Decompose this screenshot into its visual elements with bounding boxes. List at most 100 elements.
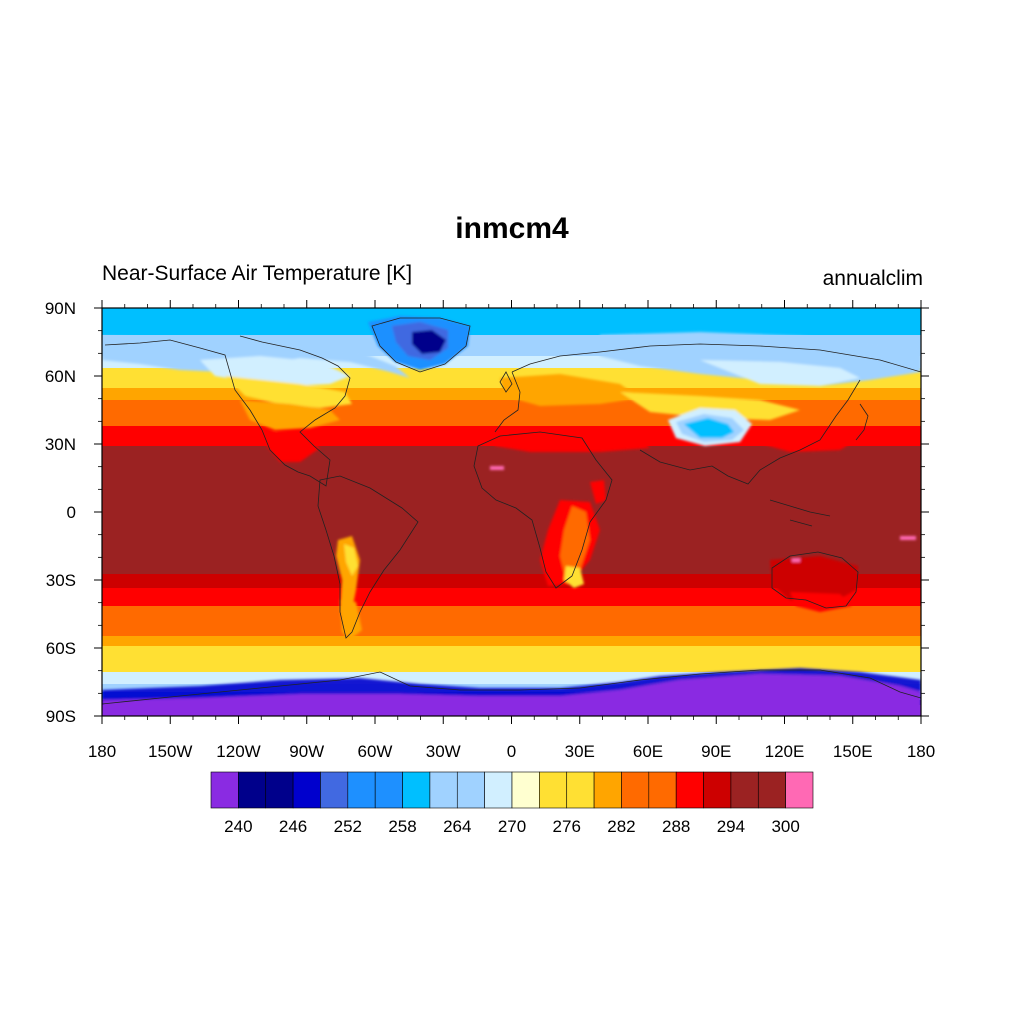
europe-mild <box>500 374 640 406</box>
x-tick-label: 180 <box>907 742 935 761</box>
colorbar-label: 264 <box>443 817 471 836</box>
colorbar-swatch <box>210 771 239 809</box>
colorbar-swatch <box>648 771 677 809</box>
y-tick-label: 30N <box>45 435 76 454</box>
east-africa-cool <box>560 506 590 580</box>
east-asia-warm <box>760 428 860 452</box>
coastline-africa <box>473 431 613 589</box>
colorbar-label: 288 <box>662 817 690 836</box>
y-tick-label: 30S <box>46 571 76 590</box>
x-tick-label: 60W <box>358 742 393 761</box>
band-south-mild <box>102 606 921 638</box>
latitude-axis: 90N 60N 30N 0 30S 60S 90S <box>45 299 929 726</box>
colorbar-swatch <box>456 771 485 809</box>
x-tick-label: 150W <box>148 742 192 761</box>
colorbar-label: 270 <box>498 817 526 836</box>
colorbar-swatch <box>484 771 513 809</box>
longitude-axis: 180 150W 120W 90W 60W 30W 0 30E 60E 90E 120E 150E 18… <box>88 300 935 761</box>
north-africa-hot <box>490 430 650 452</box>
x-tick-label: 180 <box>88 742 116 761</box>
colorbar-swatch <box>539 771 568 809</box>
x-tick-label: 30W <box>426 742 461 761</box>
x-tick-label: 90W <box>289 742 324 761</box>
colorbar-swatch <box>429 771 458 809</box>
colorbar-swatch <box>402 771 431 809</box>
coastline-japan <box>855 403 869 441</box>
x-tick-label: 120W <box>216 742 260 761</box>
colorbar-swatch <box>757 771 786 809</box>
colorbar-swatch <box>675 771 704 809</box>
siberia-interior <box>700 360 860 386</box>
colorbar-swatch <box>292 771 321 809</box>
mexico-warm <box>260 430 320 462</box>
tibet-plateau-core <box>684 418 734 438</box>
coastline-eurasia <box>494 343 921 433</box>
antarctica-interior <box>102 674 921 716</box>
coastline-asia-south <box>639 379 861 485</box>
colorbar-swatch <box>703 771 732 809</box>
colorbar-label: 240 <box>224 817 252 836</box>
warm-pool-spot-3 <box>792 558 800 562</box>
temperature-field <box>102 308 921 716</box>
colorbar-swatch <box>593 771 622 809</box>
y-tick-label: 90S <box>46 707 76 726</box>
colorbar: 240 246 252 258 264 270 276 282 288 294 300 <box>210 771 814 836</box>
coastlines <box>102 317 921 705</box>
plot-title: inmcm4 <box>455 212 569 245</box>
y-tick-label: 60S <box>46 639 76 658</box>
coastline-antarctica <box>102 669 921 705</box>
coastline-south-america <box>317 475 419 639</box>
x-tick-label: 90E <box>701 742 731 761</box>
colorbar-label: 258 <box>388 817 416 836</box>
x-tick-label: 0 <box>507 742 516 761</box>
colorbar-label: 300 <box>771 817 799 836</box>
coastline-australia <box>771 551 859 609</box>
colorbar-label: 294 <box>717 817 745 836</box>
band-south-cool <box>102 636 921 648</box>
coastline-uk <box>499 371 513 393</box>
coastline-greenland <box>371 317 471 373</box>
y-tick-label: 90N <box>45 299 76 318</box>
band-tropics <box>102 446 921 576</box>
colorbar-swatch <box>265 771 294 809</box>
colorbar-swatch <box>511 771 540 809</box>
us-interior <box>240 400 340 430</box>
colorbar-swatch <box>730 771 759 809</box>
band-polar-north <box>102 308 921 336</box>
colorbar-swatch <box>785 771 814 809</box>
greenland-summit <box>412 330 446 354</box>
central-asia <box>620 392 800 420</box>
x-tick-label: 150E <box>833 742 873 761</box>
coastline-north-america <box>104 335 351 487</box>
colorbar-swatch <box>374 771 403 809</box>
colorbar-swatch <box>621 771 650 809</box>
band-north-warm <box>102 400 921 428</box>
north-america-mid <box>225 376 352 408</box>
south-africa-cool <box>564 566 584 588</box>
x-tick-label: 60E <box>633 742 663 761</box>
colorbar-swatch <box>566 771 595 809</box>
patagonia <box>340 600 362 640</box>
band-south-subtrop <box>102 574 921 590</box>
colorbar-label: 246 <box>279 817 307 836</box>
x-tick-label: 30E <box>565 742 595 761</box>
band-south-warm <box>102 588 921 608</box>
colorbar-label: 276 <box>553 817 581 836</box>
y-tick-label: 0 <box>67 503 76 522</box>
coastline-indonesia <box>769 499 831 527</box>
andes-peak <box>344 544 358 576</box>
colorbar-swatch <box>320 771 349 809</box>
x-tick-label: 120E <box>765 742 805 761</box>
ethiopia-highland <box>590 480 606 504</box>
warm-pool-spot-2 <box>900 536 916 540</box>
y-tick-label: 60N <box>45 367 76 386</box>
period-label: annualclim <box>822 267 923 290</box>
colorbar-swatch <box>347 771 376 809</box>
variable-label: Near-Surface Air Temperature [K] <box>102 262 413 285</box>
colorbar-swatch <box>238 771 267 809</box>
colorbar-label: 282 <box>607 817 635 836</box>
colorbar-label: 252 <box>334 817 362 836</box>
australia-interior <box>770 556 858 604</box>
warm-pool-spot <box>490 466 504 470</box>
